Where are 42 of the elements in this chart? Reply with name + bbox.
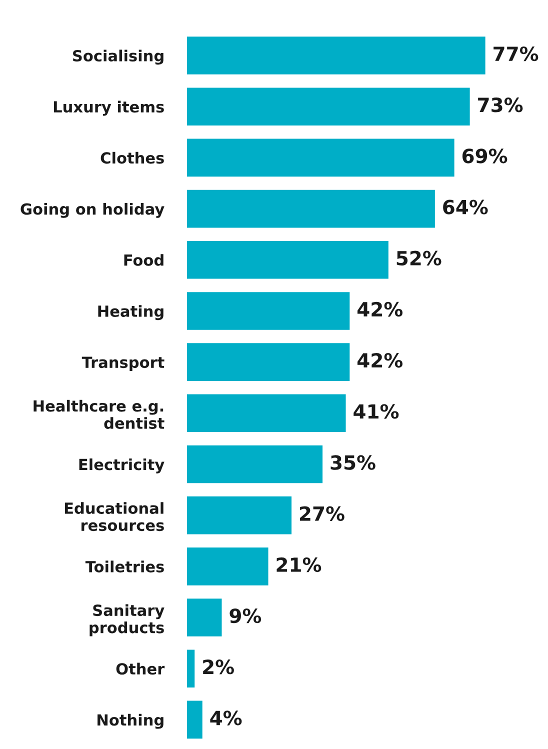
y-tick-label: Toiletries [85, 560, 164, 572]
data-label: 69% [462, 148, 508, 164]
y-tick-label: Healthcare e.g. dentist [34, 400, 164, 429]
y-tick-label: Going on holiday [20, 202, 164, 218]
y-tick-label: Transport [82, 356, 164, 372]
bar [186, 445, 323, 484]
y-tick-label: Other [116, 662, 165, 675]
bar [186, 496, 292, 534]
y-tick-label: Heating [98, 305, 164, 320]
data-label: 4% [210, 710, 242, 726]
y-tick-label: Clothes [100, 152, 164, 164]
y-tick-label: Socialising [73, 50, 164, 65]
data-label: 2% [203, 660, 234, 674]
bar [186, 88, 470, 126]
y-tick-label: Sanitary products [90, 604, 164, 636]
bar [186, 138, 454, 177]
y-tick-label: Food [124, 254, 164, 266]
data-label: 52% [396, 250, 442, 266]
y-tick-label: Electricity [79, 458, 164, 474]
data-label: 35% [330, 455, 376, 470]
bar [186, 36, 486, 74]
bar [186, 190, 435, 228]
y-tick-label: Luxury items [54, 100, 164, 116]
data-label: 9% [230, 608, 262, 624]
data-label: 77% [494, 46, 538, 62]
data-label: 41% [354, 404, 399, 419]
bar [186, 394, 346, 432]
bar [186, 700, 202, 739]
bar [186, 240, 388, 279]
data-label: 42% [357, 302, 403, 317]
data-label: 73% [478, 98, 523, 112]
bar [186, 343, 350, 381]
data-label: 27% [300, 506, 344, 521]
data-label: 42% [357, 352, 403, 368]
data-label: 21% [276, 557, 322, 572]
bar [186, 650, 195, 688]
bar [186, 292, 350, 330]
bar [186, 598, 222, 636]
data-label: 64% [443, 200, 488, 214]
bar [186, 548, 268, 586]
y-tick-label: Nothing [98, 714, 164, 729]
y-tick-label: Educational resources [64, 502, 164, 532]
